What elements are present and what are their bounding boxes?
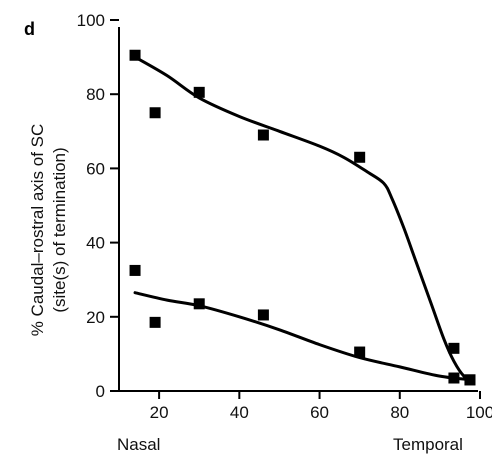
- x-right-label: Temporal: [393, 435, 463, 454]
- data-point-series-2-6: [448, 372, 460, 384]
- data-point-series-2-4: [257, 309, 269, 321]
- y-tick-label-60: 60: [86, 159, 105, 178]
- data-point-series-2-1: [129, 264, 141, 276]
- x-left-label: Nasal: [117, 435, 160, 454]
- data-point-series-1-6: [448, 342, 460, 354]
- data-point-series-1-5: [354, 151, 366, 163]
- axis-ticks: 0 20 40 60 80 100 20 40 60 80 100: [77, 11, 492, 422]
- data-point-series-2-3: [193, 298, 205, 310]
- x-tick-label-60: 60: [310, 403, 329, 422]
- y-axis-title: % Caudal–rostral axis of SC (site(s) of …: [28, 124, 69, 337]
- data-point-series-1-3: [193, 86, 205, 98]
- x-tick-label-20: 20: [150, 403, 169, 422]
- data-point-series-2-2: [149, 316, 161, 328]
- panel-label: d: [24, 19, 35, 39]
- y-axis-title-line2: (site(s) of termination): [50, 147, 69, 312]
- fit-curves: [133, 55, 474, 382]
- y-tick-label-80: 80: [86, 85, 105, 104]
- data-point-series-1-2: [149, 107, 161, 119]
- y-tick-label-0: 0: [96, 382, 105, 401]
- fit-curve-1: [133, 55, 474, 382]
- y-tick-label-40: 40: [86, 234, 105, 253]
- data-point-series-1-1: [129, 49, 141, 61]
- x-tick-label-100: 100: [466, 403, 492, 422]
- data-point-series-2-7: [464, 374, 476, 386]
- fit-curve-2: [133, 291, 474, 382]
- y-tick-label-20: 20: [86, 308, 105, 327]
- y-tick-label-100: 100: [77, 11, 105, 30]
- x-tick-label-40: 40: [230, 403, 249, 422]
- x-tick-label-80: 80: [390, 403, 409, 422]
- y-axis-title-line1: % Caudal–rostral axis of SC: [28, 124, 47, 337]
- data-point-series-2-5: [354, 346, 366, 358]
- data-point-series-1-4: [257, 129, 269, 141]
- data-markers: [129, 49, 476, 386]
